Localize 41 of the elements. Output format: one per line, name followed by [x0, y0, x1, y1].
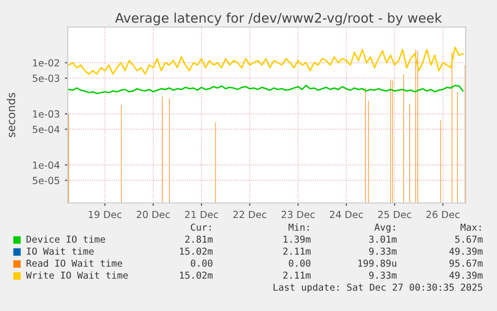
y-tick-label: 5e-04: [32, 126, 60, 134]
y-tick-label: 1e-03: [33, 110, 60, 118]
text: 199.89u: [358, 260, 396, 267]
text: 1.39m: [284, 236, 311, 243]
x-tick-label: 24 Dec: [330, 210, 363, 218]
x-tick-label: 20 Dec: [136, 210, 170, 218]
text: 2.81m: [185, 236, 213, 243]
y-tick-label: 5e-03: [32, 74, 60, 82]
text: 5.67m: [455, 236, 483, 243]
text: 2.11m: [283, 248, 311, 255]
text: 9.33m: [369, 272, 397, 279]
text: 2.11m: [283, 272, 311, 279]
y-tick-label: 1e-02: [33, 59, 60, 67]
text: 0.00: [288, 260, 310, 267]
text: 49.39m: [449, 272, 483, 279]
legend-label: Write IO Wait time: [26, 271, 128, 279]
text: 3.01m: [369, 236, 397, 243]
x-tick-label: 19 Dec: [88, 210, 122, 218]
text: 0.00: [190, 260, 212, 267]
y-axis-title: seconds: [6, 92, 16, 138]
x-tick-label: 22 Dec: [233, 210, 266, 218]
legend-label: IO Wait time: [26, 247, 94, 255]
text: Last update: Sat Dec 27 00:30:35 2025: [274, 283, 482, 293]
text: Cur:: [190, 224, 211, 231]
x-tick-label: 26 Dec: [426, 210, 460, 218]
x-tick-label: 25 Dec: [378, 210, 412, 218]
text: 49.39m: [449, 248, 483, 255]
text: Avg:: [374, 224, 395, 233]
y-tick-label: 5e-05: [32, 176, 60, 184]
text: Min:: [288, 223, 309, 231]
text: 9.33m: [369, 248, 397, 255]
x-tick-label: 23 Dec: [282, 210, 315, 218]
text: Max:: [460, 224, 481, 231]
text: 15.02m: [180, 272, 213, 279]
y-tick-label: 1e-04: [33, 161, 60, 169]
x-tick-label: 21 Dec: [185, 210, 218, 218]
text: 95.67m: [449, 260, 483, 267]
legend-label: Device IO time: [26, 235, 106, 243]
legend-label: Read IO Wait time: [26, 259, 122, 267]
chart-title: Average latency for /dev/www2-vg/root - by week: [115, 12, 442, 26]
text: 15.02m: [180, 248, 213, 255]
